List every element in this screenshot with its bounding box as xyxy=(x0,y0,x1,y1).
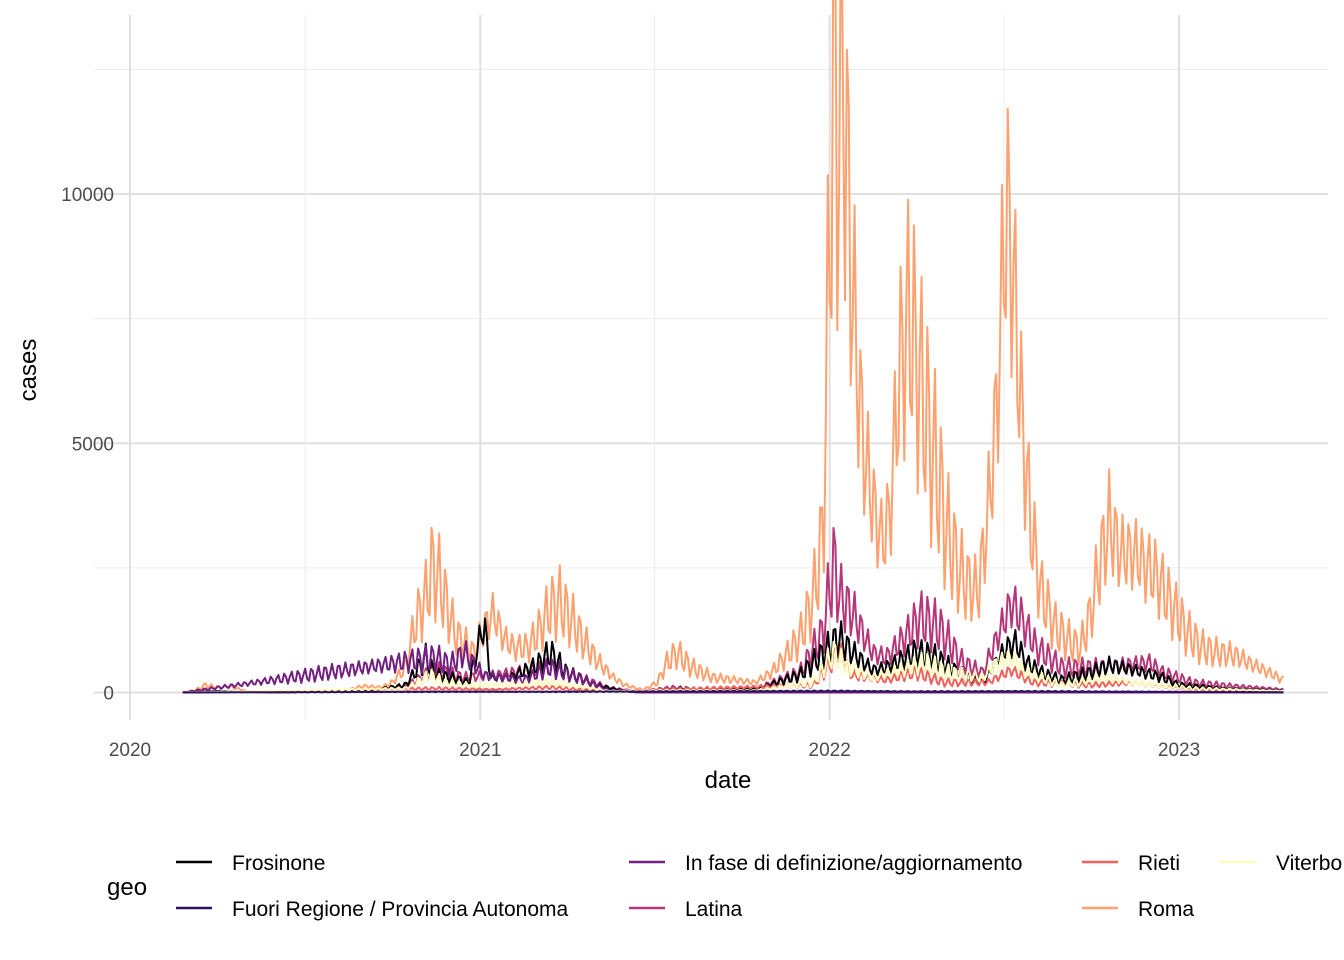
legend-label: Viterbo xyxy=(1276,852,1342,875)
y-axis-title: cases xyxy=(15,339,42,402)
legend-label: Fuori Regione / Provincia Autonoma xyxy=(232,898,569,921)
legend-label: Latina xyxy=(685,898,743,921)
series-lines xyxy=(182,0,1285,694)
series-line-fuori-regione-provincia-autonoma xyxy=(182,689,1284,694)
gridlines xyxy=(94,15,1328,720)
x-axis-title: date xyxy=(705,767,752,794)
legend-label: Frosinone xyxy=(232,852,325,875)
legend-label: In fase di definizione/aggiornamento xyxy=(685,852,1022,875)
series-line-roma xyxy=(182,0,1285,694)
y-tick-label: 5000 xyxy=(72,434,114,455)
y-tick-label: 0 xyxy=(103,684,114,705)
y-axis-ticks: 0 5000 10000 xyxy=(61,185,114,705)
y-tick-label: 10000 xyxy=(61,185,114,206)
x-axis-ticks: 2020 2021 2022 2023 xyxy=(109,740,1200,761)
legend: Frosinone Fuori Regione / Provincia Auton… xyxy=(176,852,1342,921)
legend-label: Rieti xyxy=(1138,852,1180,875)
x-tick-label: 2022 xyxy=(809,740,851,761)
legend-title: geo xyxy=(107,874,147,901)
legend-label: Roma xyxy=(1138,898,1194,921)
x-tick-label: 2020 xyxy=(109,740,151,761)
x-tick-label: 2023 xyxy=(1158,740,1200,761)
x-tick-label: 2021 xyxy=(459,740,501,761)
